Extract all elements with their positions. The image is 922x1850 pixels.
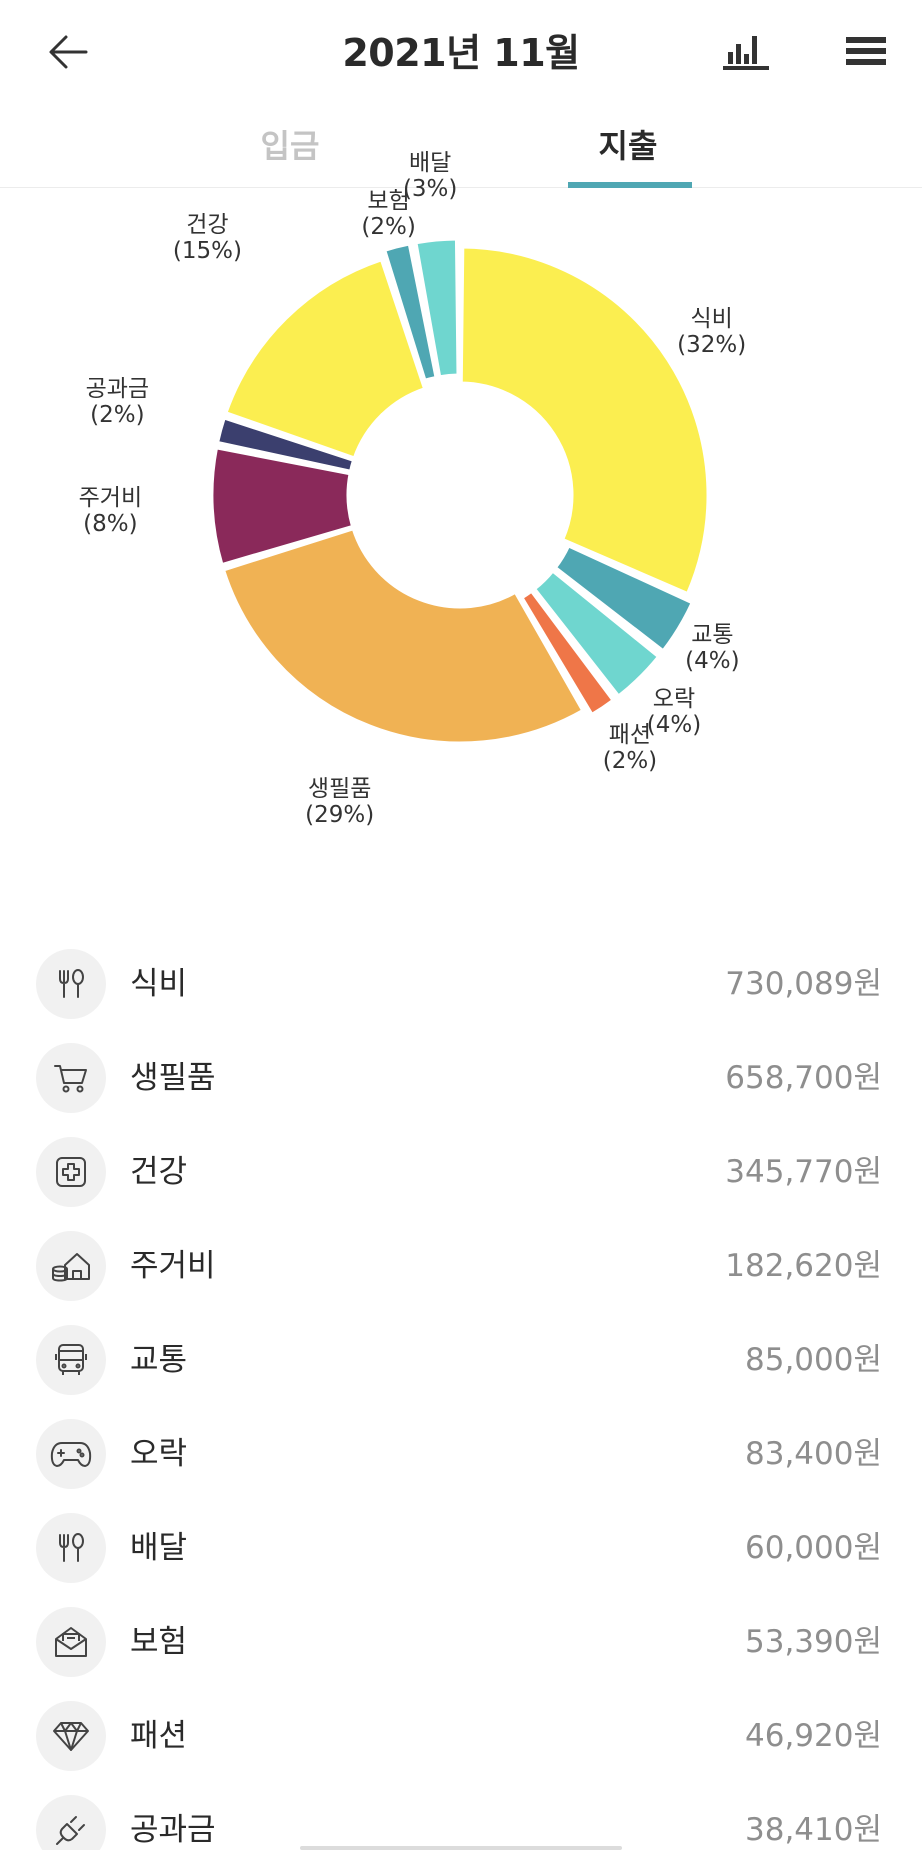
category-row-utilities[interactable]: 공과금 38,410원 xyxy=(0,1784,922,1850)
back-button[interactable] xyxy=(40,24,96,80)
slice-label-name: 생필품 xyxy=(307,776,372,803)
slice-label-name: 보험 xyxy=(367,187,410,214)
back-arrow-icon xyxy=(49,35,88,69)
category-amount: 60,000원 xyxy=(745,1530,882,1566)
category-row-transport[interactable]: 교통 85,000원 xyxy=(0,1314,922,1408)
slice-label-value: (2%) xyxy=(90,402,145,429)
slice-label-value: (15%) xyxy=(172,238,242,265)
category-amount: 53,390원 xyxy=(745,1624,882,1660)
slice-label-4: 생필품 (29%) xyxy=(305,776,374,828)
category-label: 패션 xyxy=(130,1718,188,1754)
category-row-supplies[interactable]: 생필품 658,700원 xyxy=(0,1032,922,1126)
donut-slice-1[interactable] xyxy=(553,543,695,653)
page-title: 2021년 11월 xyxy=(342,31,580,75)
category-amount: 345,770원 xyxy=(725,1154,882,1190)
donut-slice-7[interactable] xyxy=(224,257,427,460)
category-row-entertainment[interactable]: 오락 83,400원 xyxy=(0,1408,922,1502)
category-row-fashion[interactable]: 패션 46,920원 xyxy=(0,1690,922,1784)
expense-category-list: 식비 730,089원 생필품 658,700원 건강 345,770원 xyxy=(0,938,922,1850)
plug-icon xyxy=(36,1795,106,1850)
category-label: 오락 xyxy=(130,1436,188,1472)
category-row-food[interactable]: 식비 730,089원 xyxy=(0,938,922,1032)
slice-label-value: (8%) xyxy=(83,511,138,538)
slice-label-name: 패션 xyxy=(608,722,652,749)
fork-spoon-icon xyxy=(36,1513,106,1583)
category-label: 식비 xyxy=(130,966,188,1002)
category-amount: 46,920원 xyxy=(745,1718,882,1754)
category-row-health[interactable]: 건강 345,770원 xyxy=(0,1126,922,1220)
donut-slice-8[interactable] xyxy=(382,242,438,383)
category-amount: 182,620원 xyxy=(725,1248,882,1284)
slice-label-name: 공과금 xyxy=(85,376,150,403)
category-label: 보험 xyxy=(130,1624,188,1660)
slice-label-3: 패션 (2%) xyxy=(603,722,657,774)
slice-label-0: 식비 (32%) xyxy=(677,306,746,358)
category-label: 생필품 xyxy=(130,1060,216,1096)
bus-icon xyxy=(36,1325,106,1395)
category-label: 건강 xyxy=(130,1154,188,1190)
slice-label-value: (3%) xyxy=(402,176,458,203)
category-label: 배달 xyxy=(130,1530,188,1566)
hamburger-menu-icon xyxy=(846,37,886,65)
slice-label-name: 오락 xyxy=(652,686,696,713)
category-amount: 730,089원 xyxy=(725,966,882,1002)
category-label: 공과금 xyxy=(130,1812,216,1848)
category-amount: 83,400원 xyxy=(745,1436,882,1472)
category-amount: 658,700원 xyxy=(725,1060,882,1096)
bar-chart-button[interactable] xyxy=(718,26,774,76)
category-label: 교통 xyxy=(130,1342,188,1378)
category-amount: 38,410원 xyxy=(745,1812,882,1848)
category-row-delivery[interactable]: 배달 60,000원 xyxy=(0,1502,922,1596)
slice-label-value: (29%) xyxy=(305,802,375,829)
tab-bar: 입금 지출 xyxy=(0,104,922,188)
envelope-icon xyxy=(36,1607,106,1677)
house-coins-icon xyxy=(36,1231,106,1301)
slice-label-9: 배달 (3%) xyxy=(403,150,457,202)
tab-income[interactable]: 입금 xyxy=(260,127,320,165)
gamepad-icon xyxy=(36,1419,106,1489)
slice-label-6: 공과금 (2%) xyxy=(86,376,149,428)
donut-slice-4[interactable] xyxy=(221,526,585,745)
slice-label-value: (2%) xyxy=(361,213,416,240)
app-header: 2021년 11월 xyxy=(0,0,922,104)
slice-label-value: (4%) xyxy=(646,712,702,739)
category-row-housing[interactable]: 주거비 182,620원 xyxy=(0,1220,922,1314)
donut-slice-6[interactable] xyxy=(215,416,356,474)
scroll-indicator xyxy=(300,1846,622,1850)
donut-slice-0[interactable] xyxy=(459,245,710,596)
slice-label-5: 주거비 (8%) xyxy=(79,485,142,537)
slice-label-value: (2%) xyxy=(602,748,658,775)
fork-spoon-icon xyxy=(36,949,106,1019)
donut-chart-svg xyxy=(210,237,710,745)
donut-slice-9[interactable] xyxy=(414,237,460,379)
donut-slice-3[interactable] xyxy=(519,589,616,717)
diamond-icon xyxy=(36,1701,106,1771)
slice-label-value: (32%) xyxy=(677,331,747,358)
slice-label-2: 오락 (4%) xyxy=(647,686,701,738)
shopping-cart-icon xyxy=(36,1043,106,1113)
category-row-insurance[interactable]: 보험 53,390원 xyxy=(0,1596,922,1690)
bar-chart-icon xyxy=(723,36,769,70)
slice-label-7: 건강 (15%) xyxy=(173,212,242,264)
donut-slice-2[interactable] xyxy=(532,569,661,699)
slice-label-name: 배달 xyxy=(409,150,452,177)
category-amount: 85,000원 xyxy=(745,1342,882,1378)
slice-label-8: 보험 (2%) xyxy=(361,188,415,240)
slice-label-name: 건강 xyxy=(186,212,229,239)
tab-expense[interactable]: 지출 xyxy=(598,127,658,165)
expense-donut-chart: 식비 (32%) 교통 (4%) 오락 (4%) 패션 (2%) 생필품 (29%) 주거비 (8%)… xyxy=(0,150,922,908)
category-label: 주거비 xyxy=(130,1248,216,1284)
slice-label-1: 교통 (4%) xyxy=(685,622,739,674)
menu-button[interactable] xyxy=(838,26,894,76)
slice-label-name: 주거비 xyxy=(78,485,143,512)
slice-label-value: (4%) xyxy=(685,647,740,674)
slice-label-name: 교통 xyxy=(691,621,734,648)
slice-label-name: 식비 xyxy=(690,305,733,332)
donut-slice-5[interactable] xyxy=(210,446,355,567)
medical-cross-icon xyxy=(36,1137,106,1207)
active-tab-indicator xyxy=(568,182,692,188)
